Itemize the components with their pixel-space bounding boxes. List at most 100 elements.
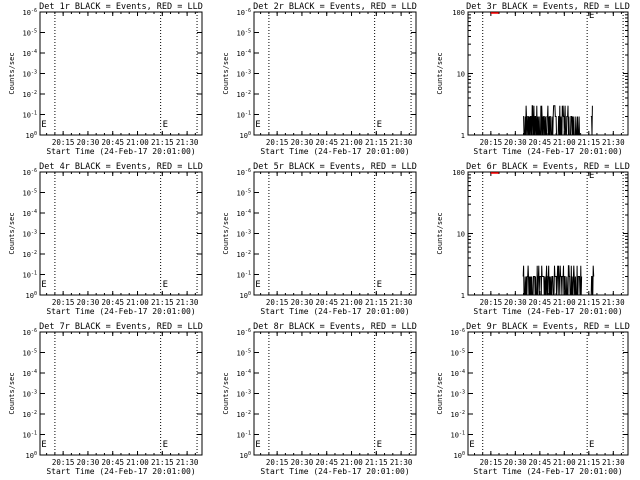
y-tick-label: 10-5 bbox=[237, 29, 251, 38]
y-tick-label: 100 bbox=[454, 451, 465, 460]
y-tick-label: 100 bbox=[240, 131, 251, 140]
y-axis-label: Counts/sec bbox=[222, 52, 230, 94]
x-axis-label: Start Time (24-Feb-17 20:01:00) bbox=[260, 307, 409, 316]
x-tick-label: 21:15 bbox=[365, 458, 388, 467]
x-tick-label: 20:15 bbox=[266, 138, 289, 147]
y-axis-label: Counts/sec bbox=[222, 372, 230, 414]
y-tick-label: 10-2 bbox=[23, 90, 37, 99]
event-marker: E bbox=[589, 171, 594, 181]
x-tick-label: 21:15 bbox=[365, 138, 388, 147]
y-axis-label: Counts/sec bbox=[8, 372, 16, 414]
x-tick-label: 21:00 bbox=[340, 298, 363, 307]
y-tick-label: 100 bbox=[452, 9, 465, 17]
y-tick-label: 1 bbox=[461, 132, 465, 140]
x-tick-label: 21:15 bbox=[151, 138, 174, 147]
x-tick-label: 21:30 bbox=[602, 138, 625, 147]
panel-title: Det 7r BLACK = Events, RED = LLD bbox=[39, 322, 203, 332]
y-tick-label: 10-5 bbox=[451, 349, 465, 358]
x-tick-label: 21:30 bbox=[176, 458, 199, 467]
x-tick-label: 20:45 bbox=[101, 458, 124, 467]
x-axis-label: Start Time (24-Feb-17 20:01:00) bbox=[46, 307, 195, 316]
panel-title: Det 4r BLACK = Events, RED = LLD bbox=[39, 162, 203, 172]
event-marker: E bbox=[255, 120, 260, 130]
y-tick-label: 10-6 bbox=[23, 8, 37, 17]
y-tick-label: 100 bbox=[240, 291, 251, 300]
y-tick-label: 10-3 bbox=[23, 70, 37, 79]
plot-frame bbox=[467, 331, 629, 456]
event-marker: E bbox=[377, 280, 382, 290]
panel-title: Det 2r BLACK = Events, RED = LLD bbox=[253, 2, 417, 12]
y-axis-label: Counts/sec bbox=[436, 212, 444, 254]
x-tick-label: 20:15 bbox=[266, 298, 289, 307]
y-tick-label: 10-1 bbox=[23, 111, 37, 120]
x-tick-label: 20:30 bbox=[291, 138, 314, 147]
x-axis-label: Start Time (24-Feb-17 20:01:00) bbox=[473, 467, 622, 476]
y-tick-label: 10-3 bbox=[237, 230, 251, 239]
y-tick-label: 10-3 bbox=[23, 230, 37, 239]
event-marker: E bbox=[255, 440, 260, 450]
x-axis-label: Start Time (24-Feb-17 20:01:00) bbox=[46, 467, 195, 476]
x-axis-label: Start Time (24-Feb-17 20:01:00) bbox=[473, 147, 622, 156]
plot-frame bbox=[253, 331, 417, 456]
y-tick-label: 10-3 bbox=[237, 70, 251, 79]
y-tick-label: 10-4 bbox=[237, 209, 251, 218]
x-tick-label: 21:15 bbox=[365, 298, 388, 307]
y-tick-label: 10-1 bbox=[451, 431, 465, 440]
y-tick-label: 10-1 bbox=[23, 431, 37, 440]
x-tick-label: 21:30 bbox=[602, 298, 625, 307]
y-tick-label: 10-6 bbox=[237, 8, 251, 17]
panel-title: Det 3r BLACK = Events, RED = LLD bbox=[466, 2, 630, 12]
y-tick-label: 10-5 bbox=[237, 189, 251, 198]
x-tick-label: 20:30 bbox=[504, 298, 527, 307]
y-tick-label: 10 bbox=[457, 231, 465, 239]
panel-title: Det 5r BLACK = Events, RED = LLD bbox=[253, 162, 417, 172]
y-tick-label: 10 bbox=[457, 71, 465, 79]
x-tick-label: 21:00 bbox=[553, 298, 576, 307]
y-axis-label: Counts/sec bbox=[8, 212, 16, 254]
x-tick-label: 21:30 bbox=[390, 458, 413, 467]
x-tick-label: 21:00 bbox=[126, 458, 149, 467]
plot-frame bbox=[39, 331, 203, 456]
y-tick-label: 10-6 bbox=[451, 328, 465, 337]
event-marker: E bbox=[41, 120, 46, 130]
y-tick-label: 10-6 bbox=[23, 168, 37, 177]
x-tick-label: 21:15 bbox=[578, 138, 601, 147]
x-tick-label: 21:00 bbox=[340, 458, 363, 467]
event-marker: E bbox=[163, 120, 168, 130]
x-tick-label: 20:45 bbox=[529, 138, 552, 147]
x-tick-label: 20:15 bbox=[52, 138, 75, 147]
y-tick-label: 10-4 bbox=[23, 369, 37, 378]
y-tick-label: 10-2 bbox=[23, 250, 37, 259]
y-tick-label: 10-3 bbox=[23, 390, 37, 399]
event-marker: E bbox=[377, 440, 382, 450]
x-tick-label: 20:30 bbox=[77, 138, 100, 147]
x-tick-label: 21:30 bbox=[390, 138, 413, 147]
x-tick-label: 21:00 bbox=[340, 138, 363, 147]
y-tick-label: 100 bbox=[26, 131, 37, 140]
event-marker: E bbox=[163, 280, 168, 290]
x-tick-label: 20:30 bbox=[504, 458, 527, 467]
x-tick-label: 20:45 bbox=[529, 298, 552, 307]
x-tick-label: 21:15 bbox=[151, 298, 174, 307]
x-tick-label: 21:15 bbox=[151, 458, 174, 467]
event-marker: E bbox=[41, 440, 46, 450]
y-tick-label: 10-3 bbox=[451, 390, 465, 399]
y-axis-label: Counts/sec bbox=[8, 52, 16, 94]
x-tick-label: 20:45 bbox=[315, 458, 338, 467]
y-tick-label: 10-2 bbox=[23, 410, 37, 419]
x-tick-label: 21:15 bbox=[578, 298, 601, 307]
y-tick-label: 10-6 bbox=[237, 328, 251, 337]
x-tick-label: 20:15 bbox=[480, 298, 503, 307]
x-tick-label: 21:00 bbox=[126, 138, 149, 147]
y-tick-label: 10-5 bbox=[23, 29, 37, 38]
y-tick-label: 10-5 bbox=[23, 189, 37, 198]
y-tick-label: 10-2 bbox=[237, 250, 251, 259]
x-tick-label: 20:15 bbox=[266, 458, 289, 467]
